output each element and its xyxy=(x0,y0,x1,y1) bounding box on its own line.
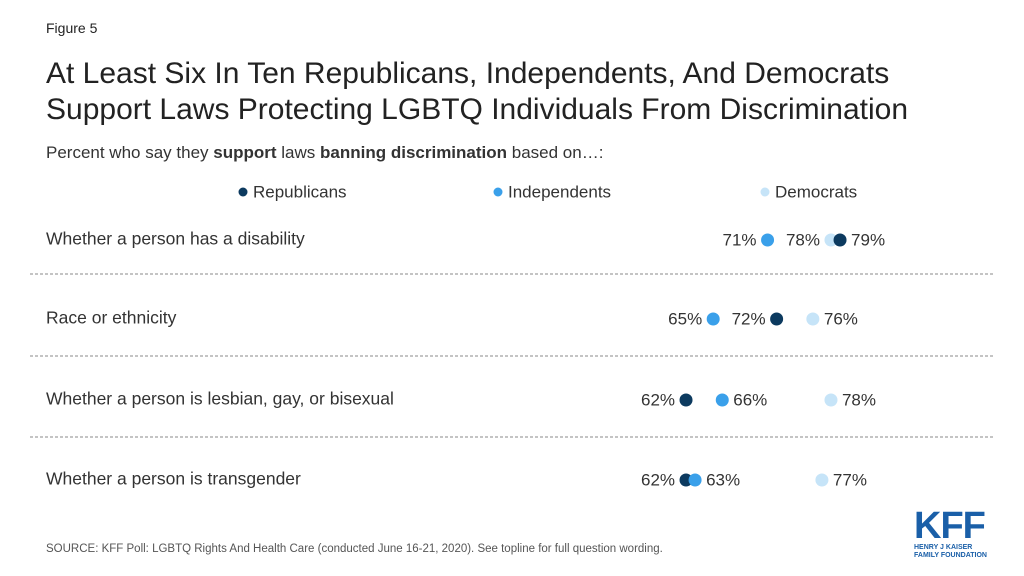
category-label: Race or ethnicity xyxy=(46,308,177,328)
value-label: 76% xyxy=(824,309,858,328)
chart-subtitle: Percent who say they support laws bannin… xyxy=(46,143,603,163)
value-label: 65% xyxy=(668,309,702,328)
legend-marker xyxy=(238,187,248,197)
logo-tagline: HENRY J KAISER FAMILY FOUNDATION xyxy=(914,544,987,559)
value-label: 66% xyxy=(733,390,767,409)
legend-label: Independents xyxy=(508,182,611,201)
subtitle-part: Percent who say they xyxy=(46,143,214,162)
value-label: 62% xyxy=(641,390,675,409)
dot xyxy=(679,393,693,407)
dot xyxy=(824,233,838,247)
logo-name: KFF xyxy=(914,505,986,547)
subtitle-part: laws xyxy=(276,143,321,162)
chart-title: At Least Six In Ten Republicans, Indepen… xyxy=(46,57,909,126)
figure-label: Figure 5 xyxy=(46,20,98,36)
category-label: Whether a person has a disability xyxy=(46,229,305,249)
legend-marker xyxy=(493,187,503,197)
logo: KFF HENRY J KAISER FAMILY FOUNDATION xyxy=(914,505,990,560)
value-label: 63% xyxy=(706,470,740,489)
value-label: 78% xyxy=(786,230,820,249)
subtitle-part: banning discrimination xyxy=(320,143,508,162)
value-label: 72% xyxy=(732,309,766,328)
dot xyxy=(761,233,775,247)
value-label: 78% xyxy=(842,390,876,409)
legend-marker xyxy=(760,187,770,197)
category-label: Whether a person is transgender xyxy=(46,469,301,489)
dot xyxy=(824,393,838,407)
source-note: SOURCE: KFF Poll: LGBTQ Rights And Healt… xyxy=(46,543,663,555)
value-label: 79% xyxy=(851,230,885,249)
subtitle-part: support xyxy=(213,143,277,162)
value-label: 71% xyxy=(723,230,757,249)
dot xyxy=(715,393,729,407)
legend-label: Republicans xyxy=(253,182,347,201)
value-label: 62% xyxy=(641,470,675,489)
dot xyxy=(833,233,847,247)
subtitle-part: based on…: xyxy=(507,143,604,162)
dot xyxy=(679,473,693,487)
dot xyxy=(806,312,820,326)
legend-label: Democrats xyxy=(775,182,857,201)
dot xyxy=(706,312,720,326)
dot xyxy=(815,473,829,487)
value-label: 77% xyxy=(833,470,867,489)
dot xyxy=(688,473,702,487)
category-label: Whether a person is lesbian, gay, or bis… xyxy=(46,389,394,409)
dot xyxy=(770,312,784,326)
